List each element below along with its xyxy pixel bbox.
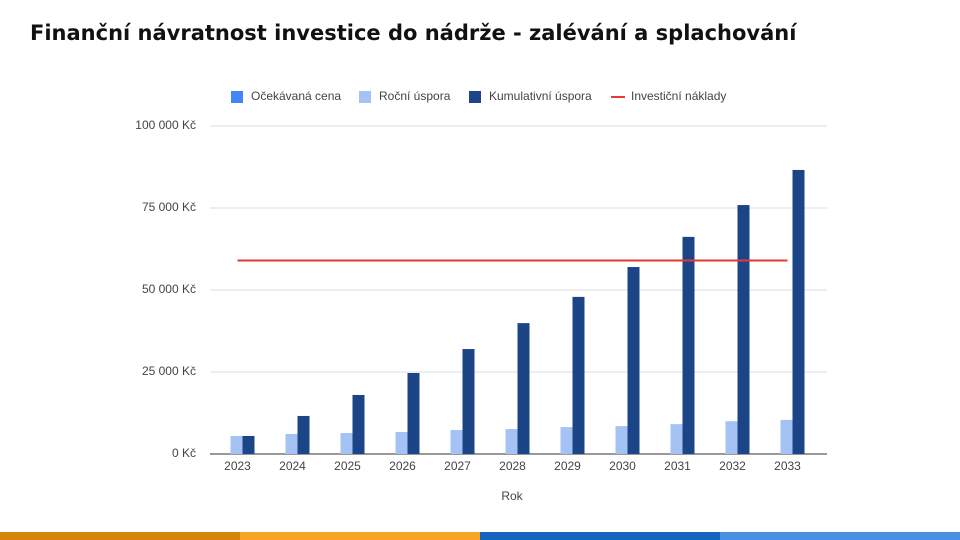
bar <box>340 433 353 454</box>
chart-title: Finanční návratnost investice do nádrže … <box>30 21 798 45</box>
x-tick-label: 2033 <box>774 459 801 473</box>
bar <box>407 372 420 454</box>
footer-strip <box>0 532 240 540</box>
bar <box>517 323 530 454</box>
x-tick-label: 2026 <box>389 459 416 473</box>
bar <box>230 435 243 454</box>
legend-swatch <box>231 91 243 103</box>
legend-swatch <box>469 91 481 103</box>
bar <box>297 415 310 454</box>
bar <box>572 296 585 454</box>
x-tick-label: 2024 <box>279 459 306 473</box>
bar <box>780 419 793 454</box>
legend-label: Kumulativní úspora <box>489 89 592 103</box>
bar <box>242 435 255 454</box>
y-tick-label: 0 Kč <box>172 446 196 460</box>
x-tick-label: 2025 <box>334 459 361 473</box>
bar <box>627 267 640 454</box>
x-tick-label: 2032 <box>719 459 746 473</box>
footer-strip <box>720 532 960 540</box>
footer-strip <box>480 532 720 540</box>
x-tick-label: 2029 <box>554 459 581 473</box>
bar <box>792 169 805 454</box>
bar <box>682 236 695 454</box>
x-axis-label: Rok <box>501 489 523 503</box>
x-tick-label: 2027 <box>444 459 471 473</box>
legend-label: Očekávaná cena <box>251 89 341 103</box>
y-tick-label: 25 000 Kč <box>142 364 196 378</box>
bar <box>450 430 463 454</box>
legend-label: Investiční náklady <box>631 89 726 103</box>
x-tick-label: 2023 <box>224 459 251 473</box>
bar <box>395 432 408 454</box>
footer-strip <box>240 532 480 540</box>
bar <box>462 349 475 454</box>
bar <box>285 433 298 454</box>
legend-label: Roční úspora <box>379 89 451 103</box>
bar <box>560 427 573 454</box>
bar <box>505 429 518 454</box>
bar <box>737 205 750 454</box>
legend-swatch <box>359 91 371 103</box>
x-tick-label: 2030 <box>609 459 636 473</box>
bar <box>352 394 365 454</box>
x-tick-label: 2028 <box>499 459 526 473</box>
y-tick-label: 100 000 Kč <box>135 118 196 132</box>
y-tick-label: 75 000 Kč <box>142 200 196 214</box>
bar <box>725 421 738 454</box>
bar <box>615 426 628 454</box>
y-tick-label: 50 000 Kč <box>142 282 196 296</box>
bar <box>670 424 683 454</box>
x-tick-label: 2031 <box>664 459 691 473</box>
